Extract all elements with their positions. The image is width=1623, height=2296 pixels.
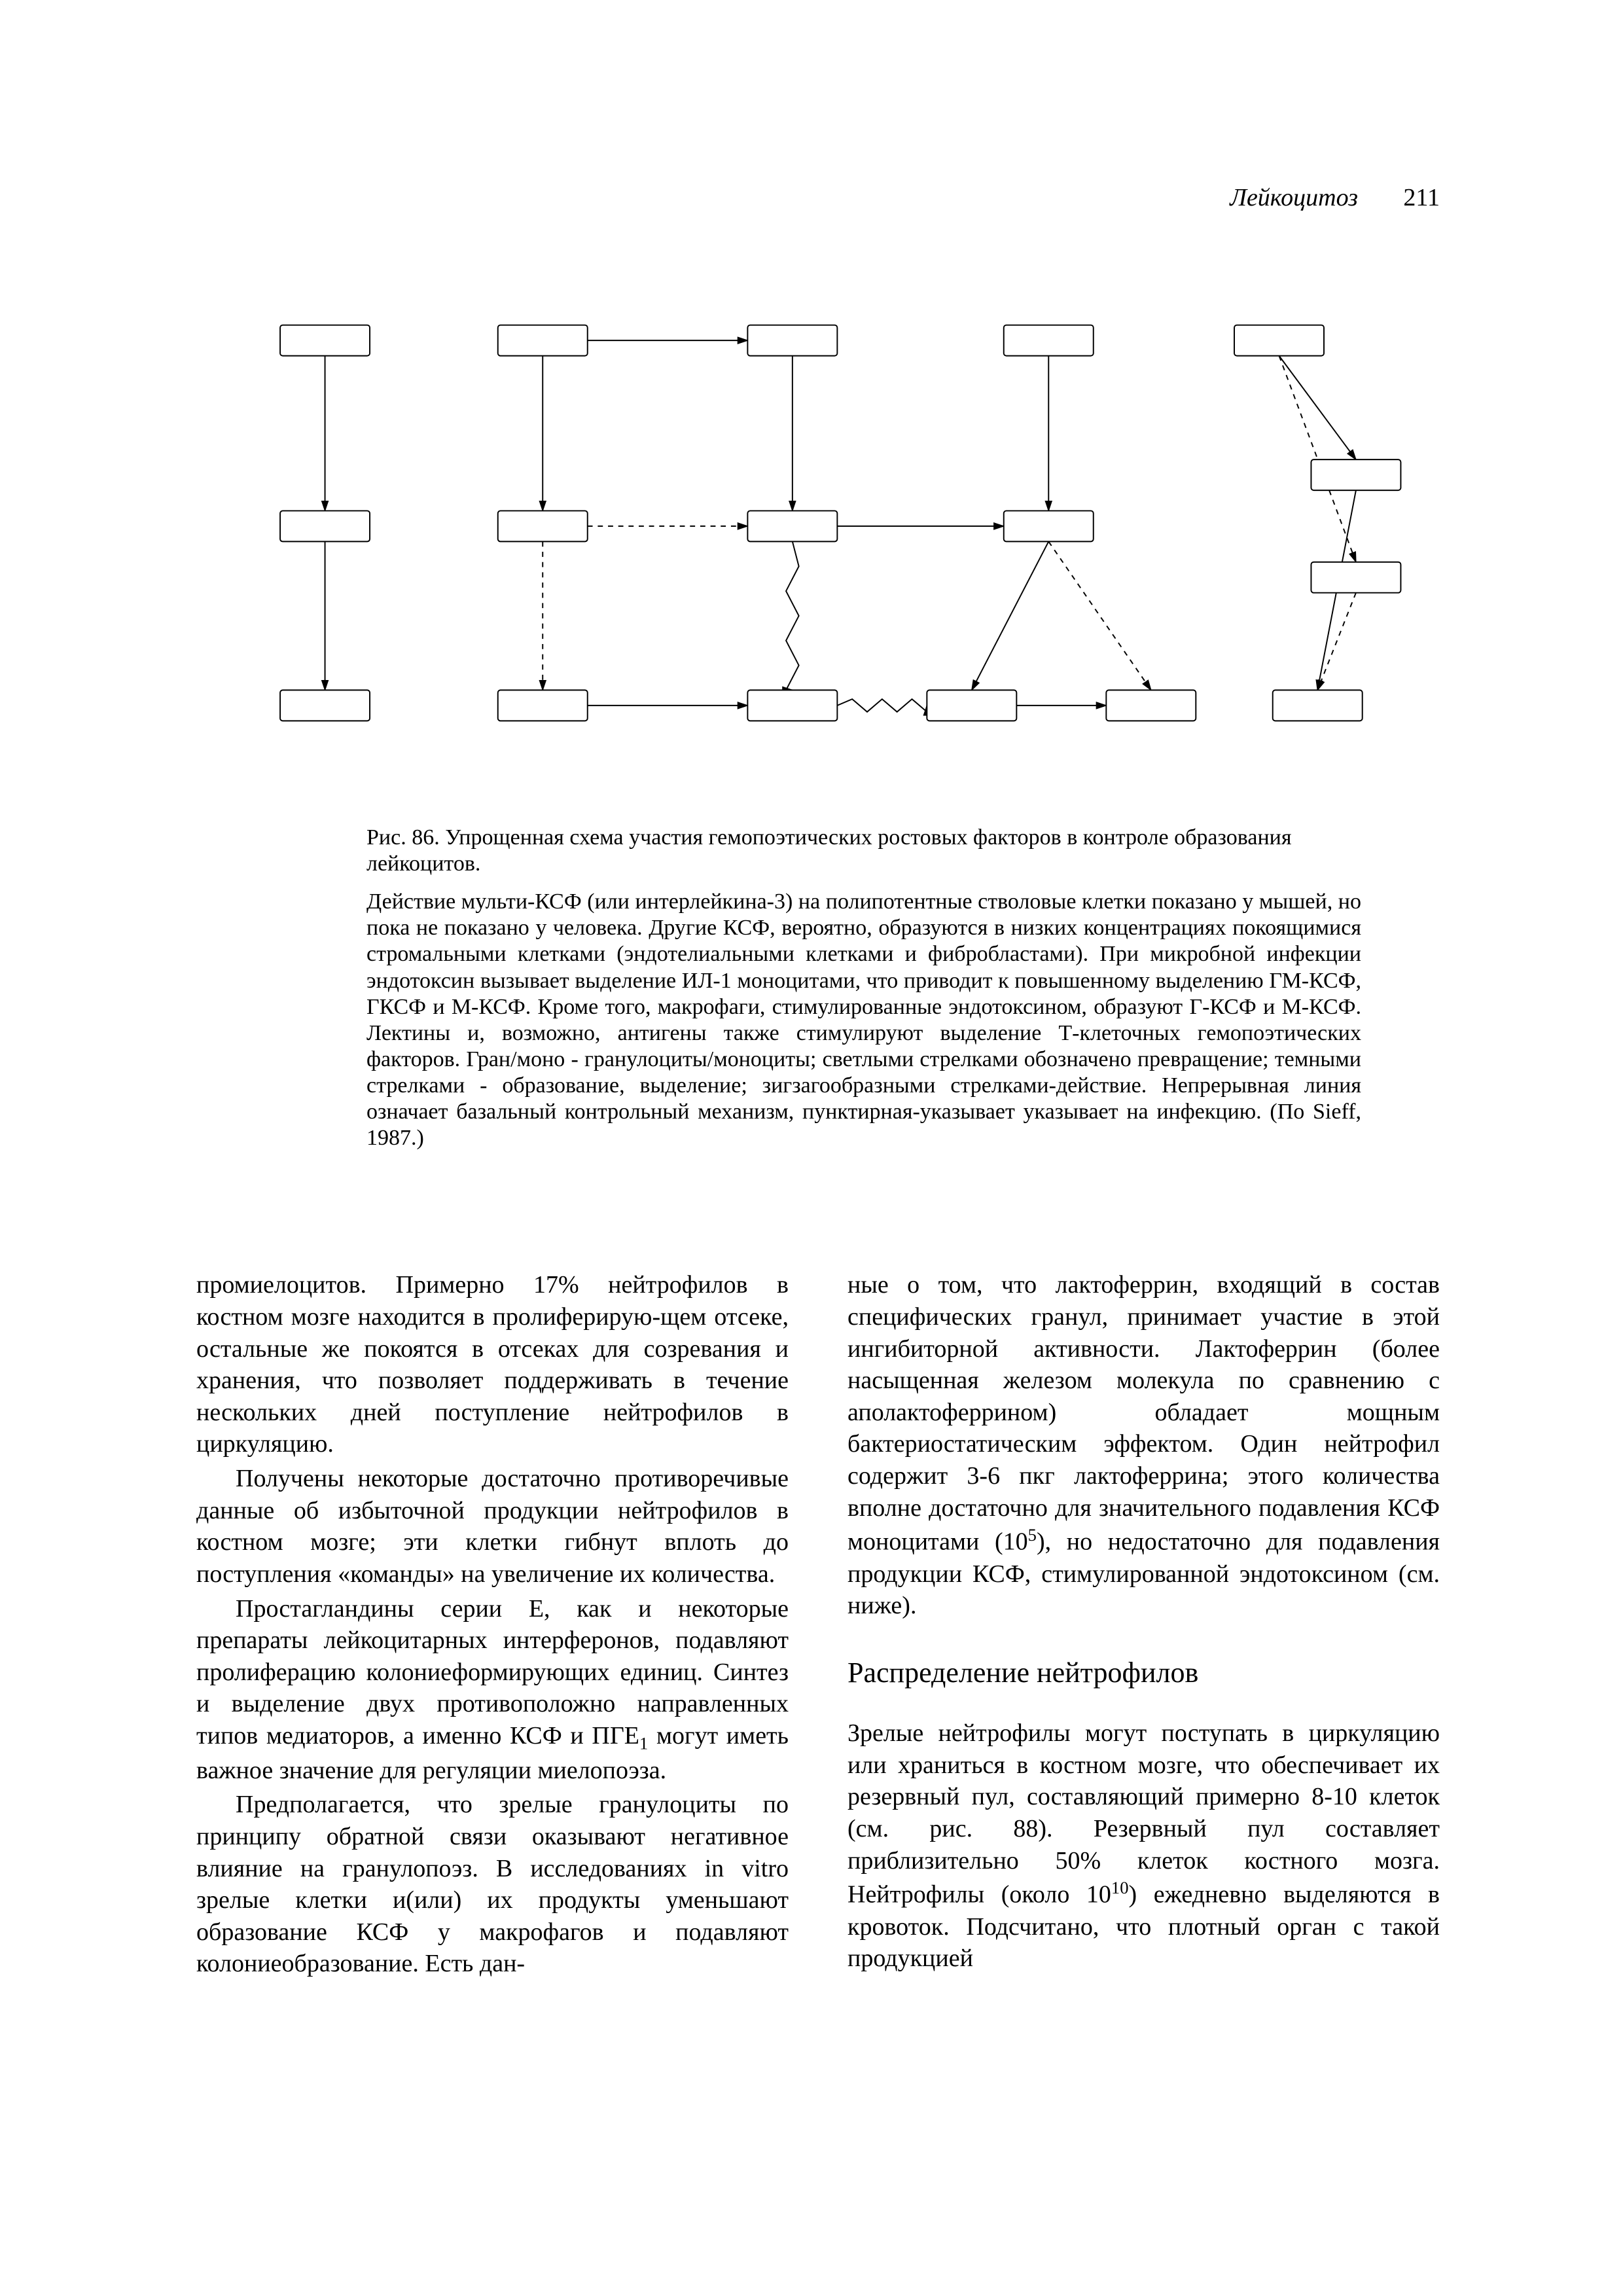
body-paragraph: Простагландины серии Е, как и некоторые …: [196, 1593, 789, 1787]
right-column: ные о том, что лактоферрин, входящий в с…: [847, 1269, 1440, 1982]
figure-caption-body: Действие мульти-КСФ (или интерлейкина-3)…: [366, 889, 1361, 1151]
body-paragraph: ные о том, что лактоферрин, входящий в с…: [847, 1269, 1440, 1622]
subscript: 1: [639, 1734, 648, 1753]
body-paragraph: промиелоцитов. Примерно 17% нейтрофилов …: [196, 1269, 789, 1460]
body-paragraph: Зрелые нейтрофилы могут поступать в цирк…: [847, 1717, 1440, 1975]
left-column: промиелоцитов. Примерно 17% нейтрофилов …: [196, 1269, 789, 1982]
body-paragraph: Получены некоторые достаточно противо­ре…: [196, 1463, 789, 1590]
body-paragraph: Предполагается, что зрелые гранулоциты п…: [196, 1789, 789, 1980]
figure-caption: Рис. 86. Упрощенная схема участия гемопо…: [366, 825, 1361, 1151]
figure-title: Упрощенная схема участия гемопоэтических…: [366, 825, 1291, 876]
flowchart-svg: [223, 262, 1414, 785]
superscript: 5: [1028, 1525, 1037, 1545]
section-heading: Распределение нейтрофилов: [847, 1655, 1440, 1691]
text-run: Зрелые нейтрофилы могут поступать в цирк…: [847, 1719, 1440, 1909]
running-head: Лейкоцитоз 211: [1230, 183, 1440, 212]
page-number: 211: [1403, 184, 1440, 211]
chapter-title: Лейкоцитоз: [1230, 184, 1358, 211]
body-columns: промиелоцитов. Примерно 17% нейтрофилов …: [196, 1269, 1440, 1982]
superscript: 10: [1111, 1878, 1129, 1897]
figure-label: Рис. 86.: [366, 825, 440, 850]
text-run: ные о том, что лактоферрин, входящий в с…: [847, 1271, 1440, 1556]
figure-diagram: [223, 262, 1414, 785]
